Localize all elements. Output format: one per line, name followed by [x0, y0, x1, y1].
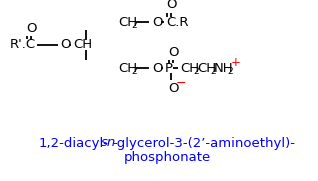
Text: CH: CH: [73, 39, 92, 52]
Text: O: O: [152, 62, 162, 75]
Text: O: O: [26, 22, 37, 35]
Text: 2: 2: [193, 66, 199, 75]
Text: −: −: [176, 77, 186, 89]
Text: -glycerol-3-(2’-aminoethyl)-: -glycerol-3-(2’-aminoethyl)-: [112, 136, 295, 150]
Text: CH: CH: [180, 62, 199, 75]
Text: sn: sn: [101, 136, 116, 150]
Text: O: O: [168, 45, 178, 58]
Text: 2: 2: [227, 66, 233, 75]
Text: 1,2-diacyl-: 1,2-diacyl-: [38, 136, 108, 150]
Text: CH: CH: [118, 62, 137, 75]
Text: C.R: C.R: [166, 16, 189, 28]
Text: O: O: [166, 0, 176, 12]
Text: O: O: [152, 16, 162, 28]
Text: phosphonate: phosphonate: [124, 150, 211, 163]
Text: NH: NH: [214, 62, 234, 75]
Text: CH: CH: [197, 62, 216, 75]
Text: +: +: [231, 56, 241, 68]
Text: P: P: [165, 62, 173, 75]
Text: 2: 2: [131, 66, 137, 75]
Text: O: O: [60, 39, 71, 52]
Text: CH: CH: [118, 16, 137, 28]
Text: 2: 2: [131, 20, 137, 30]
Text: R'.C: R'.C: [10, 39, 36, 52]
Text: 2: 2: [210, 66, 216, 75]
Text: O: O: [168, 81, 178, 94]
